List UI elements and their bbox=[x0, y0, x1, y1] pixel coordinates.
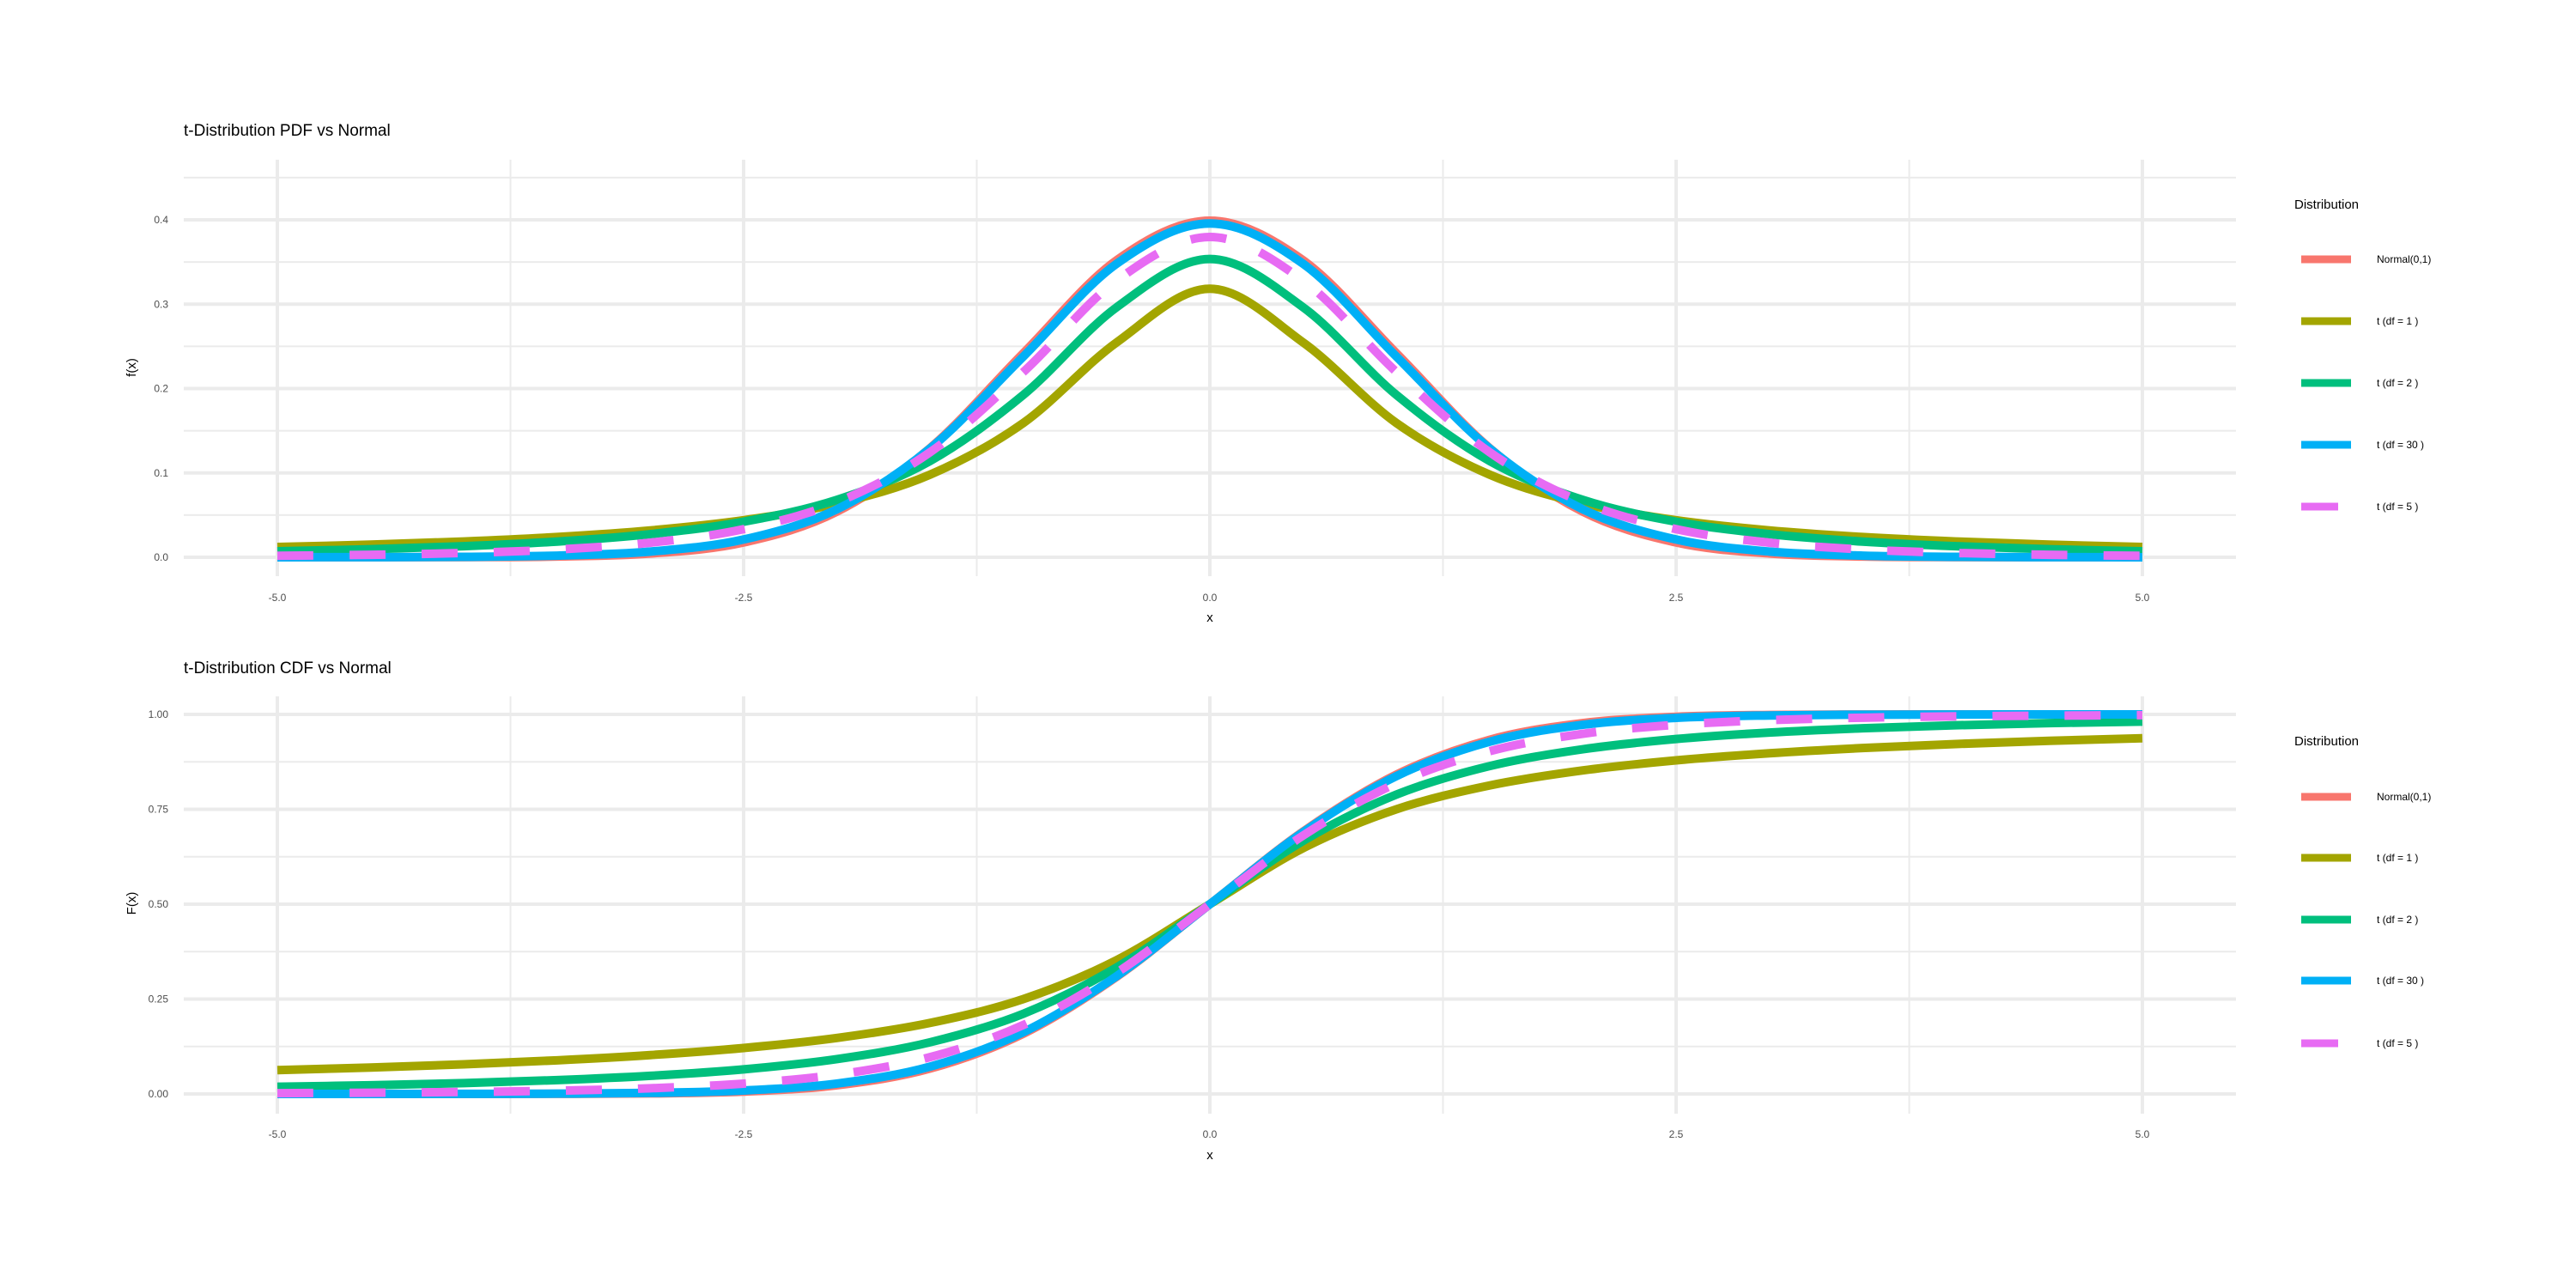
x-tick-label: -2.5 bbox=[735, 592, 753, 604]
legend-label: t (df = 2 ) bbox=[2377, 914, 2418, 926]
panel-cdf: -5.0 -2.5 0.0 2.5 5.0 0.00 0.25 0.50 0.75 1.00 t-D… bbox=[125, 659, 2431, 1163]
y-tick-label: 0.75 bbox=[149, 804, 169, 816]
chart-title: t-Distribution CDF vs Normal bbox=[184, 659, 392, 677]
legend-label: Normal(0,1) bbox=[2377, 253, 2431, 265]
legend-key bbox=[2301, 379, 2351, 387]
x-axis-label: x bbox=[1206, 611, 1213, 625]
x-axis-label: x bbox=[1206, 1148, 1213, 1163]
legend-label: t (df = 1 ) bbox=[2377, 315, 2418, 327]
series-line-t-df-2 bbox=[276, 254, 2143, 556]
y-axis-label: f(x) bbox=[125, 358, 139, 377]
panel-pdf: -5.0 -2.5 0.0 2.5 5.0 0.0 0.1 0.2 0.3 0.4 t-Distri… bbox=[125, 122, 2431, 625]
x-tick-label: -5.0 bbox=[269, 592, 287, 604]
series-line-t-df-1 bbox=[276, 284, 2143, 551]
legend-label: t (df = 30 ) bbox=[2377, 975, 2424, 987]
legend-key bbox=[2301, 976, 2351, 985]
chart-title: t-Distribution PDF vs Normal bbox=[184, 122, 391, 140]
series-line-t-df-5 bbox=[276, 710, 2143, 1098]
legend-label: t (df = 5 ) bbox=[2377, 1037, 2418, 1049]
legend-label: t (df = 30 ) bbox=[2377, 439, 2424, 451]
y-tick-label: 0.0 bbox=[154, 551, 168, 563]
legend-key bbox=[2301, 1039, 2338, 1048]
y-tick-label: 0.1 bbox=[154, 467, 168, 479]
legend-key bbox=[2301, 317, 2351, 325]
legend-label: t (df = 5 ) bbox=[2377, 501, 2418, 513]
y-tick-label: 0.50 bbox=[149, 898, 169, 910]
legend-key bbox=[2301, 854, 2351, 862]
legend-label: t (df = 2 ) bbox=[2377, 377, 2418, 389]
y-axis-label: F(x) bbox=[125, 892, 139, 915]
x-tick-label: -2.5 bbox=[735, 1128, 753, 1140]
legend-title: Distribution bbox=[2294, 734, 2359, 749]
y-tick-label: 0.2 bbox=[154, 383, 168, 395]
legend-key bbox=[2301, 915, 2351, 924]
x-tick-label: -5.0 bbox=[269, 1128, 287, 1140]
legend-title: Distribution bbox=[2294, 197, 2359, 212]
legend-key bbox=[2301, 502, 2338, 511]
x-tick-label: 5.0 bbox=[2136, 1128, 2150, 1140]
legend-key bbox=[2301, 440, 2351, 449]
x-tick-label: 0.0 bbox=[1203, 1128, 1218, 1140]
y-tick-label: 0.25 bbox=[149, 993, 169, 1005]
x-tick-label: 2.5 bbox=[1669, 1128, 1684, 1140]
series-line-t-df-30 bbox=[276, 219, 2143, 562]
legend-label: t (df = 1 ) bbox=[2377, 852, 2418, 864]
x-tick-label: 2.5 bbox=[1669, 592, 1684, 604]
y-tick-label: 0.3 bbox=[154, 298, 168, 310]
y-tick-label: 0.00 bbox=[149, 1088, 169, 1100]
y-tick-label: 0.4 bbox=[154, 214, 168, 226]
x-tick-label: 5.0 bbox=[2136, 592, 2150, 604]
legend-key bbox=[2301, 255, 2351, 264]
legend-label: Normal(0,1) bbox=[2377, 791, 2431, 803]
legend-key bbox=[2301, 793, 2351, 801]
y-tick-label: 1.00 bbox=[149, 708, 169, 720]
series-line-t-df-5 bbox=[276, 233, 2143, 561]
x-tick-label: 0.0 bbox=[1203, 592, 1218, 604]
